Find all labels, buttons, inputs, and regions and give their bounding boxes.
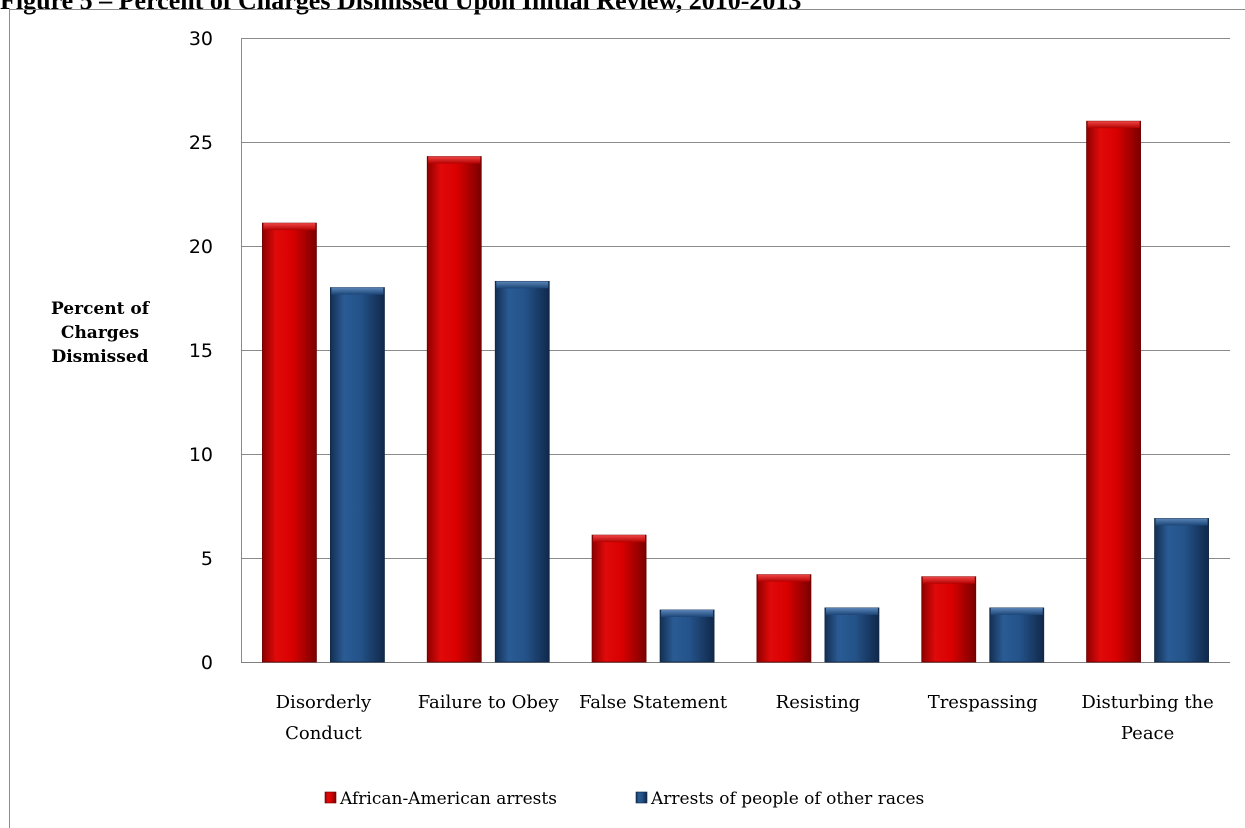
bar-body bbox=[494, 280, 550, 663]
legend-item: African-American arrests bbox=[324, 789, 557, 809]
bar-african-american bbox=[756, 574, 812, 663]
bars bbox=[262, 120, 1209, 663]
y-tick-label: 25 bbox=[189, 132, 213, 154]
bar-other-races bbox=[330, 287, 385, 663]
y-tick-label: 30 bbox=[189, 28, 213, 50]
bar-body bbox=[591, 534, 647, 663]
figure-title: Figure 5 – Percent of Charges Dismissed … bbox=[0, 0, 802, 15]
y-tick-label: 5 bbox=[201, 548, 213, 570]
bar-bevel bbox=[263, 223, 316, 231]
bar-african-american bbox=[921, 576, 977, 663]
y-tick-label: 15 bbox=[189, 340, 213, 362]
y-axis-ticks: 0 5 10 15 20 25 30 bbox=[189, 28, 213, 674]
bar-body bbox=[756, 574, 812, 663]
legend-swatch bbox=[635, 791, 648, 804]
bar-african-american bbox=[591, 534, 647, 663]
y-axis-label-line-3: Dismissed bbox=[51, 347, 149, 367]
bar-bevel bbox=[825, 607, 878, 615]
bar-bevel bbox=[331, 287, 384, 295]
legend: African-American arrests Arrests of peopl… bbox=[324, 789, 924, 809]
x-tick-label: False Statement bbox=[579, 692, 728, 713]
x-tick-label: Disturbing the bbox=[1081, 692, 1213, 713]
bar-other-races bbox=[989, 607, 1045, 663]
y-axis-label: Percent of Charges Dismissed bbox=[40, 297, 160, 369]
bar-other-races bbox=[1154, 518, 1209, 663]
bar-bevel bbox=[990, 607, 1043, 615]
x-tick-label: Peace bbox=[1121, 723, 1174, 744]
bar-bevel bbox=[593, 535, 646, 543]
bar-bevel bbox=[496, 281, 549, 289]
bar-bevel bbox=[1087, 121, 1140, 129]
y-axis-label-line-1: Percent of bbox=[50, 299, 150, 319]
bar-body bbox=[921, 576, 977, 663]
bar-body bbox=[989, 607, 1045, 663]
bar-bevel bbox=[922, 576, 975, 584]
bar-body bbox=[824, 607, 880, 663]
x-axis-ticks: Disorderly Conduct Failure to Obey False St… bbox=[276, 692, 1214, 744]
gridlines bbox=[241, 38, 1230, 663]
x-tick-label: Resisting bbox=[776, 692, 861, 713]
legend-swatch bbox=[324, 791, 337, 804]
bar-bevel bbox=[757, 574, 810, 582]
bar-bevel bbox=[661, 610, 714, 617]
chart-frame bbox=[9, 9, 1245, 828]
bar-body bbox=[659, 609, 715, 663]
x-tick-label: Conduct bbox=[285, 723, 362, 744]
bar-bevel bbox=[1155, 518, 1208, 526]
y-tick-label: 20 bbox=[189, 236, 213, 258]
legend-label: African-American arrests bbox=[339, 789, 557, 809]
x-tick-label: Disorderly bbox=[276, 692, 372, 713]
bar-bevel bbox=[428, 156, 481, 164]
bar-body bbox=[1154, 518, 1209, 663]
bar-african-american bbox=[426, 156, 482, 663]
bar-body bbox=[262, 222, 317, 663]
x-tick-label: Trespassing bbox=[928, 692, 1038, 713]
y-tick-label: 10 bbox=[189, 444, 213, 466]
legend-label: Arrests of people of other races bbox=[650, 789, 924, 809]
bar-african-american bbox=[1086, 120, 1141, 663]
bar-african-american bbox=[262, 222, 317, 663]
bar-body bbox=[1086, 120, 1141, 663]
x-tick-label: Failure to Obey bbox=[418, 692, 560, 713]
legend-item: Arrests of people of other races bbox=[635, 789, 924, 809]
bar-other-races bbox=[824, 607, 880, 663]
y-tick-label: 0 bbox=[201, 652, 213, 674]
bar-body bbox=[330, 287, 385, 663]
bar-body bbox=[426, 156, 482, 663]
y-axis-label-line-2: Charges bbox=[60, 323, 140, 343]
bar-other-races bbox=[659, 609, 715, 663]
bar-other-races bbox=[494, 280, 550, 663]
